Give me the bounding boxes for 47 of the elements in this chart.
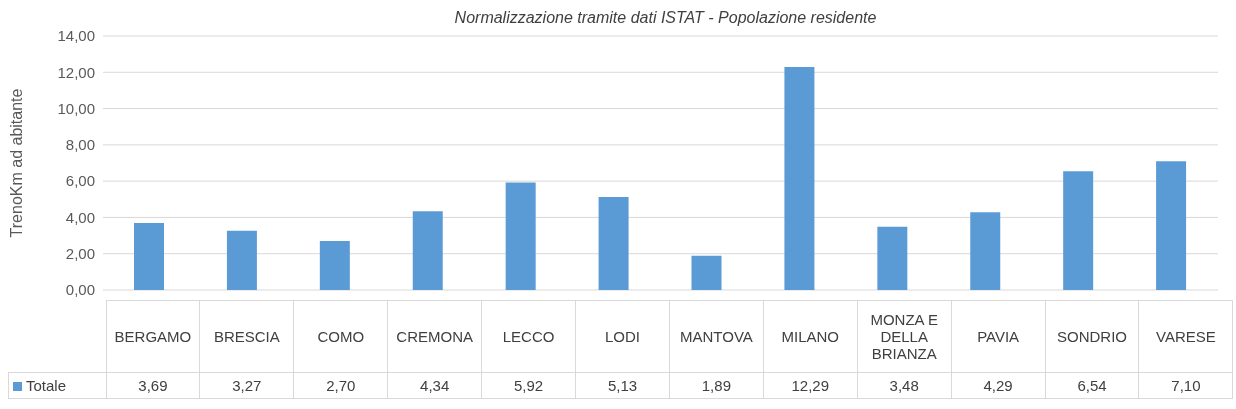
chart-title: Normalizzazione tramite dati ISTAT - Popolazione residente: [453, 8, 878, 28]
x-tick-label: CREMONA: [387, 300, 482, 373]
y-tick-label: 4,00: [65, 208, 95, 226]
data-label: 3,69: [106, 372, 200, 399]
x-tick-label: COMO: [293, 300, 388, 373]
y-axis-title: TrenoKm ad abitante: [7, 88, 25, 238]
x-tick-label: SONDRIO: [1045, 300, 1139, 373]
bar: [505, 182, 536, 290]
bar: [877, 226, 908, 290]
bar: [691, 255, 722, 290]
y-tick-label: 12,00: [57, 63, 95, 81]
x-tick-label: BERGAMO: [106, 300, 200, 373]
bar: [970, 212, 1001, 290]
data-label: 7,10: [1138, 372, 1233, 399]
y-tick-label: 2,00: [65, 245, 95, 263]
data-label: 12,29: [763, 372, 858, 399]
bar: [226, 230, 257, 290]
data-label: 3,27: [199, 372, 294, 399]
x-tick-label: LODI: [575, 300, 670, 373]
y-tick-label: 0,00: [65, 281, 95, 299]
data-label: 4,34: [387, 372, 482, 399]
x-tick-label: MONZA E DELLA BRIANZA: [857, 300, 952, 373]
data-label: 2,70: [293, 372, 388, 399]
y-tick-label: 8,00: [65, 136, 95, 154]
data-label: 1,89: [669, 372, 764, 399]
bar: [134, 223, 164, 290]
x-tick-label: MILANO: [763, 300, 858, 373]
y-tick-label: 10,00: [57, 99, 95, 117]
x-tick-label: VARESE: [1138, 300, 1233, 373]
data-label: 5,13: [575, 372, 670, 399]
x-tick-label: LECCO: [481, 300, 576, 373]
data-label: 4,29: [951, 372, 1046, 399]
legend-label: Totale: [25, 377, 67, 394]
bar: [412, 211, 443, 290]
x-tick-label: BRESCIA: [199, 300, 294, 373]
data-label: 6,54: [1045, 372, 1139, 399]
bar: [1063, 171, 1094, 290]
x-tick-label: PAVIA: [951, 300, 1046, 373]
bar: [784, 67, 815, 290]
x-tick-label: MANTOVA: [669, 300, 764, 373]
data-label: 3,48: [857, 372, 952, 399]
data-label: 5,92: [481, 372, 576, 399]
bar: [1156, 161, 1187, 290]
bar: [598, 196, 629, 290]
bar: [319, 241, 350, 290]
y-tick-label: 6,00: [65, 172, 95, 190]
y-tick-label: 14,00: [57, 27, 95, 45]
